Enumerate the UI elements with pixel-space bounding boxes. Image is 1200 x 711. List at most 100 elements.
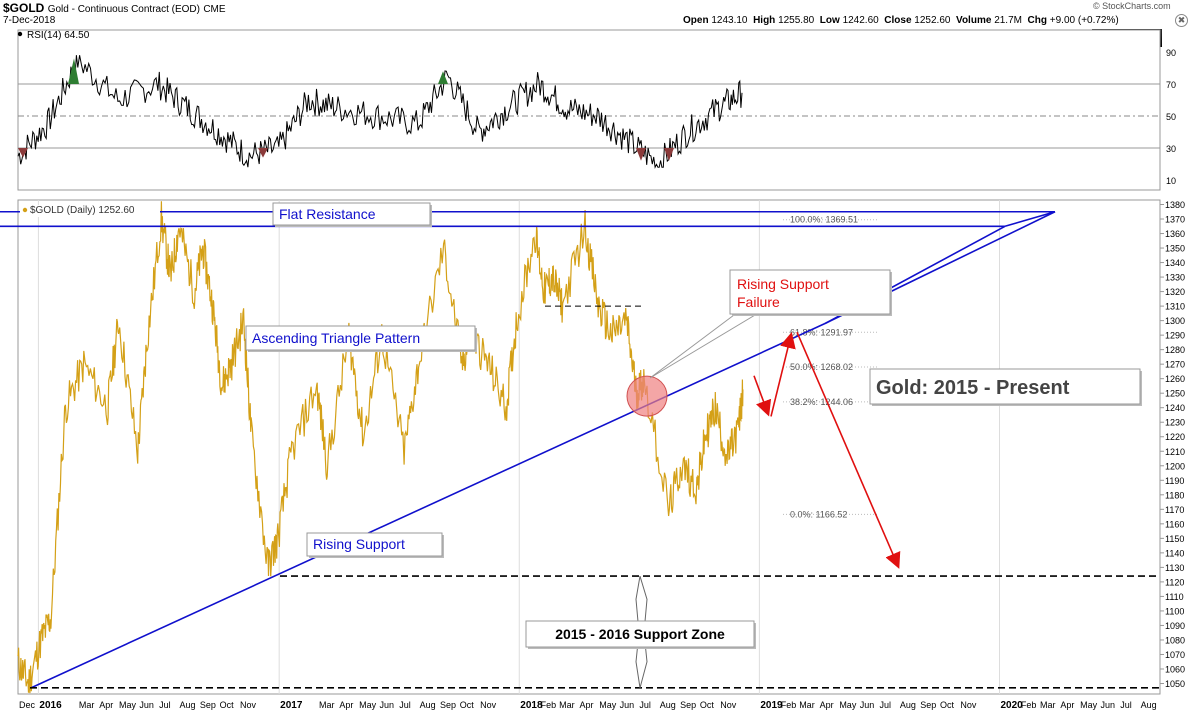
- price-tick-label: 1070: [1165, 650, 1185, 660]
- price-legend-bg: [20, 205, 160, 217]
- failure-text-line: Failure: [737, 294, 780, 310]
- x-tick-label: Mar: [79, 700, 95, 710]
- price-tick-label: 1270: [1165, 360, 1185, 370]
- x-tick-label: Aug: [1141, 700, 1157, 710]
- x-tick-label: Sep: [920, 700, 936, 710]
- price-legend-label: $GOLD (Daily) 1252.60: [30, 205, 135, 216]
- x-tick-label: Feb: [541, 700, 557, 710]
- x-tick-label: Jul: [1120, 700, 1132, 710]
- price-tick-label: 1100: [1165, 606, 1184, 616]
- x-tick-label: Oct: [460, 700, 475, 710]
- price-panel: 1380 1370 1360 1350 1340 1330 1320 1310 1300 1290…: [0, 199, 1185, 711]
- ascending-triangle-label: Ascending Triangle Pattern: [245, 325, 477, 352]
- x-tick-label: Aug: [180, 700, 196, 710]
- price-tick-label: 1230: [1165, 418, 1185, 428]
- rsi-overbought-fill: [68, 58, 79, 84]
- x-tick-label: Nov: [240, 700, 257, 710]
- flat-resistance-label: Flat Resistance: [272, 202, 432, 227]
- x-tick-label: Jul: [639, 700, 651, 710]
- ohlc-readout: Open 1243.10 High 1255.80 Low 1242.60 Cl…: [683, 15, 1119, 26]
- price-tick-label: 1350: [1165, 244, 1185, 254]
- rsi-tick-label: 70: [1166, 80, 1176, 90]
- x-tick-label: Jun: [139, 700, 154, 710]
- callout-box: [245, 325, 476, 351]
- support-zone-label: 2015 - 2016 Support Zone: [525, 620, 756, 649]
- x-tick-label: Apr: [99, 700, 113, 710]
- price-tick-label: 1160: [1165, 519, 1184, 529]
- support-zone-label-text: 2015 - 2016 Support Zone: [555, 626, 725, 642]
- x-tick-label: May: [839, 700, 857, 710]
- rising-support-failure-label: Rising Support Failure: [649, 269, 892, 379]
- symbol-label: $GOLD Gold - Continuous Contract (EOD) C…: [3, 1, 226, 15]
- x-tick-label: 2020: [1000, 700, 1023, 711]
- rsi-panel: RSI(14) 64.50 90 70 50 30 10: [17, 29, 1176, 191]
- price-legend-dot: [22, 207, 28, 213]
- price-tick-label: 1320: [1165, 287, 1185, 297]
- x-tick-label: Feb: [1021, 700, 1037, 710]
- price-tick-label: 1340: [1165, 258, 1185, 268]
- close-icon[interactable]: ✖: [1175, 14, 1188, 27]
- x-tick-label: Sep: [440, 700, 456, 710]
- x-tick-label: Sep: [200, 700, 216, 710]
- price-tick-label: 1150: [1165, 534, 1184, 544]
- price-tick-label: 1380: [1165, 200, 1185, 210]
- x-tick-label: Oct: [940, 700, 955, 710]
- fib-label: 61.8%: 1291.97: [790, 327, 853, 337]
- x-tick-label: Nov: [960, 700, 977, 710]
- callout-box: [525, 620, 755, 648]
- x-tick-label: 2017: [280, 700, 303, 711]
- rsi-oversold-fill: [18, 148, 28, 158]
- x-tick-label: Jun: [1100, 700, 1115, 710]
- x-tick-label: Oct: [700, 700, 715, 710]
- price-tick-label: 1130: [1165, 563, 1184, 573]
- fib-label: 50.0%: 1268.02: [790, 362, 853, 372]
- rising-support-line: [30, 322, 826, 689]
- price-tick-label: 1330: [1165, 273, 1185, 283]
- callout-box: [272, 202, 431, 226]
- x-tick-label: May: [599, 700, 617, 710]
- rsi-oversold-fill: [636, 148, 646, 161]
- projection-arrow-target: [796, 331, 901, 569]
- price-tick-label: 1360: [1165, 229, 1185, 239]
- price-tick-label: 1300: [1165, 316, 1185, 326]
- price-tick-label: 1080: [1165, 635, 1185, 645]
- x-tick-label: Nov: [720, 700, 737, 710]
- rsi-frame: [17, 29, 1161, 191]
- failure-text-line: Rising Support: [737, 276, 829, 292]
- x-tick-label: Apr: [1060, 700, 1074, 710]
- price-tick-label: 1250: [1165, 389, 1185, 399]
- price-tick-label: 1120: [1165, 577, 1184, 587]
- projection-arrow-up: [770, 332, 796, 417]
- rsi-line: [17, 55, 743, 169]
- period-title: Gold: 2015 - Present: [869, 368, 1142, 406]
- price-tick-label: 1050: [1165, 679, 1185, 689]
- rsi-oversold-fill: [664, 148, 674, 161]
- callout-box: [729, 269, 891, 315]
- x-tick-label: Jul: [159, 700, 171, 710]
- x-tick-label: Aug: [420, 700, 436, 710]
- rsi-title: RSI(14) 64.50: [27, 30, 90, 41]
- price-tick-label: 1060: [1165, 664, 1185, 674]
- price-tick-label: 1240: [1165, 403, 1185, 413]
- rsi-tick-label: 10: [1166, 176, 1176, 186]
- x-tick-label: Jun: [379, 700, 394, 710]
- x-tick-label: Aug: [660, 700, 676, 710]
- projection-arrow-down: [753, 375, 772, 417]
- price-tick-label: 1290: [1165, 331, 1185, 341]
- x-tick-label: 2018: [520, 700, 543, 711]
- rsi-tick-label: 90: [1166, 48, 1176, 58]
- x-tick-label: Oct: [220, 700, 235, 710]
- price-tick-label: 1220: [1165, 432, 1185, 442]
- contract-name: Gold - Continuous Contract (EOD): [47, 4, 200, 15]
- x-tick-label: May: [1080, 700, 1098, 710]
- price-tick-label: 1200: [1165, 461, 1185, 471]
- x-tick-label: Mar: [1040, 700, 1056, 710]
- x-tick-label: 2016: [39, 700, 62, 711]
- x-tick-label: Apr: [579, 700, 593, 710]
- price-tick-label: 1310: [1165, 302, 1185, 312]
- x-tick-label: Dec: [19, 700, 36, 710]
- x-tick-label: Aug: [900, 700, 916, 710]
- price-tick-label: 1140: [1165, 548, 1184, 558]
- x-tick-label: Jun: [860, 700, 875, 710]
